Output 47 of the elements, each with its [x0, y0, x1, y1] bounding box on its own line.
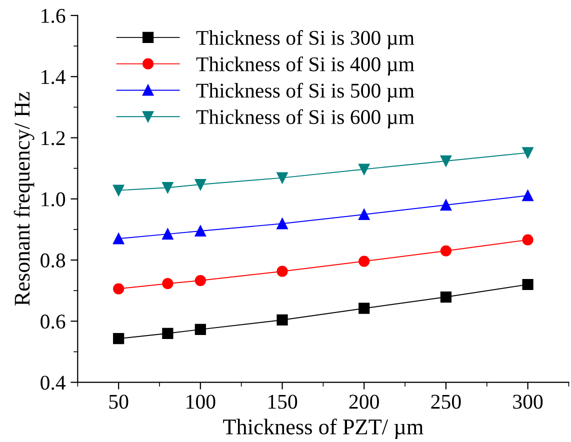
point — [440, 155, 452, 167]
legend-label: Thickness of Si is 400 µm — [196, 56, 414, 76]
point — [522, 278, 534, 290]
point — [162, 228, 174, 240]
point — [276, 218, 288, 230]
point — [162, 328, 174, 339]
point — [113, 333, 124, 344]
x-tick-label: 50 — [109, 394, 128, 409]
point — [522, 234, 534, 246]
legend-label: Thickness of Si is 300 µm — [196, 30, 414, 50]
point — [440, 199, 452, 211]
point — [113, 233, 124, 244]
point — [522, 190, 534, 202]
y-tick-label: 0.8 — [40, 253, 66, 268]
point — [358, 208, 370, 220]
point — [113, 184, 124, 196]
point — [440, 291, 452, 303]
y-tick-label: 0.4 — [40, 376, 66, 390]
point — [276, 314, 288, 326]
x-tick-label: 300 — [513, 394, 543, 409]
y-tick-label: 1.2 — [42, 131, 65, 146]
point — [194, 225, 206, 237]
point — [162, 182, 174, 194]
point — [440, 245, 452, 256]
point — [522, 147, 534, 158]
y-axis-title: Resonant frequency/ Hz — [14, 92, 34, 306]
point — [194, 274, 206, 286]
x-tick-label: 200 — [349, 394, 379, 409]
point — [194, 178, 206, 190]
y-tick-label: 1.0 — [42, 192, 66, 206]
legend-label: Thickness of Si is 500 µm — [196, 82, 414, 102]
point — [276, 172, 288, 184]
legend-label: Thickness of Si is 600 µm — [196, 109, 414, 128]
point — [113, 283, 124, 294]
point — [194, 324, 206, 335]
point — [276, 266, 288, 277]
x-tick-label: 250 — [431, 394, 461, 409]
point — [358, 302, 370, 314]
point — [358, 164, 370, 175]
x-tick-label: 100 — [186, 394, 216, 409]
y-tick-label: 0.6 — [40, 314, 66, 329]
point — [358, 256, 370, 267]
point — [162, 278, 174, 290]
x-tick-label: 150 — [268, 394, 298, 409]
x-axis-title: Thickness of PZT/ µm — [223, 418, 424, 439]
y-tick-label: 1.6 — [42, 8, 66, 23]
y-tick-label: 1.4 — [42, 70, 66, 84]
